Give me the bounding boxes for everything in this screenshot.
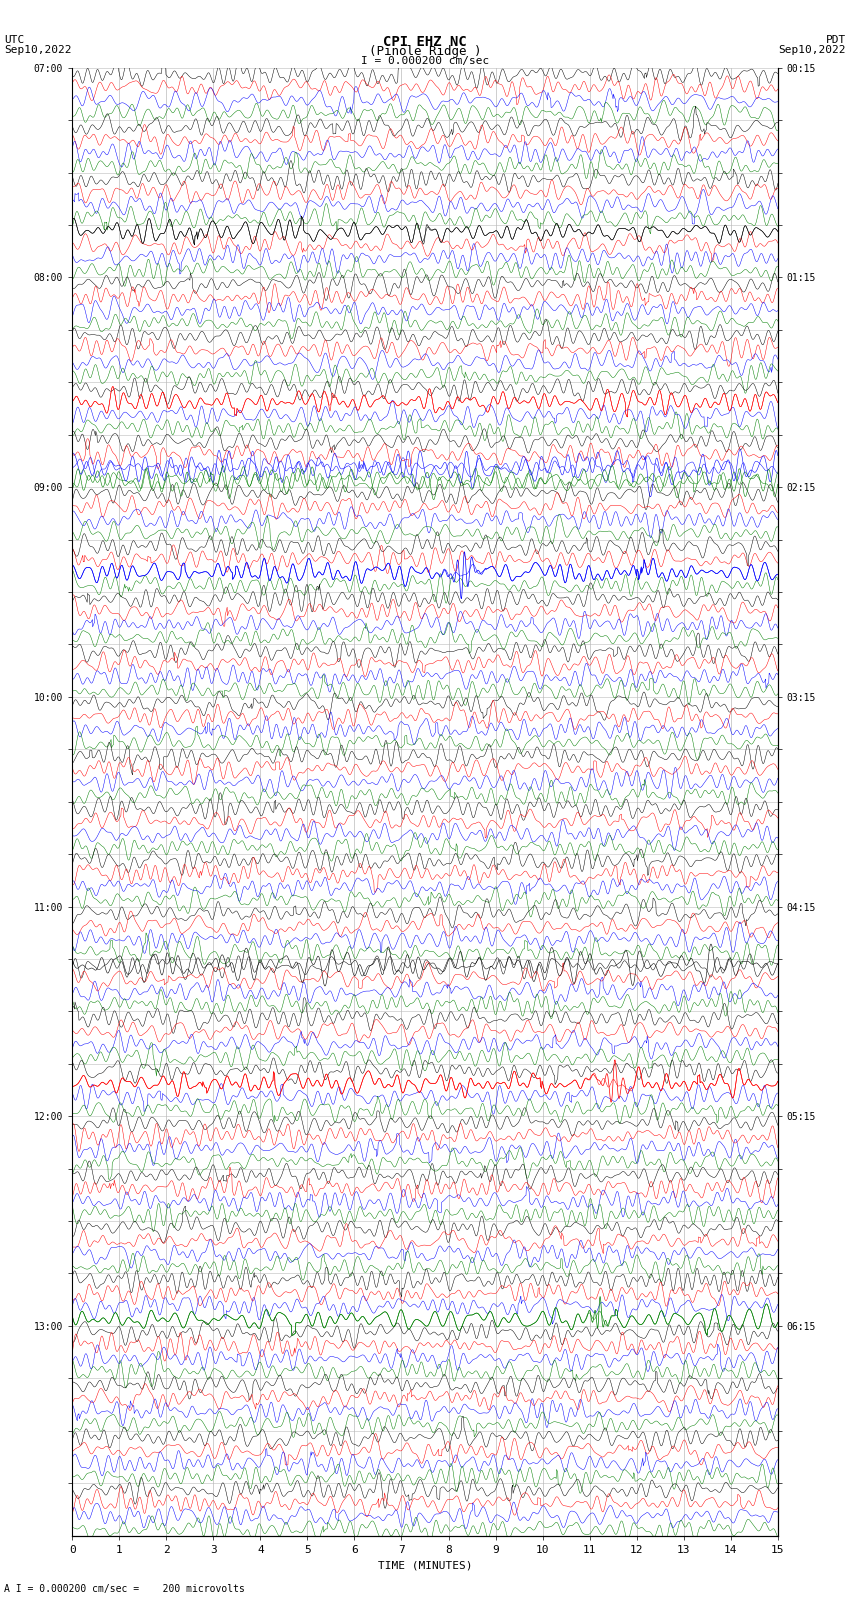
X-axis label: TIME (MINUTES): TIME (MINUTES) (377, 1560, 473, 1569)
Text: I = 0.000200 cm/sec: I = 0.000200 cm/sec (361, 56, 489, 66)
Text: A I = 0.000200 cm/sec =    200 microvolts: A I = 0.000200 cm/sec = 200 microvolts (4, 1584, 245, 1594)
Text: PDT: PDT (825, 35, 846, 45)
Text: CPI EHZ NC: CPI EHZ NC (383, 35, 467, 50)
Text: UTC: UTC (4, 35, 25, 45)
Text: (Pinole Ridge ): (Pinole Ridge ) (369, 45, 481, 58)
Text: Sep10,2022: Sep10,2022 (4, 45, 71, 55)
Text: Sep10,2022: Sep10,2022 (779, 45, 846, 55)
